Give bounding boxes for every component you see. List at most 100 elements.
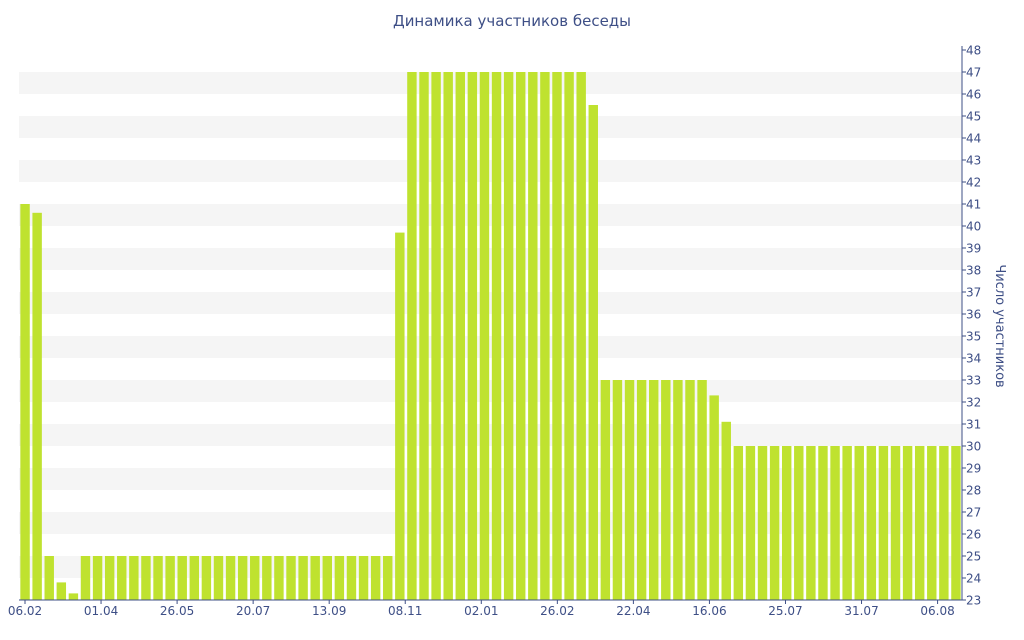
x-tick-label: 20.07 <box>236 604 270 618</box>
bar <box>213 556 224 600</box>
y-tick-label: 32 <box>966 396 981 410</box>
bar <box>237 556 248 600</box>
x-tick-label: 16.06 <box>692 604 726 618</box>
bar <box>44 556 54 600</box>
x-tick-label: 13.09 <box>312 604 346 618</box>
bar <box>927 446 937 600</box>
bar <box>769 446 780 600</box>
bar <box>733 446 744 600</box>
grid-bands <box>19 72 962 578</box>
y-tick-label: 34 <box>966 352 981 366</box>
bar <box>564 72 574 600</box>
bar <box>250 556 260 600</box>
bar <box>830 446 840 600</box>
x-tick-label: 08.11 <box>388 604 422 618</box>
x-tick-label: 31.07 <box>844 604 878 618</box>
grid-band <box>19 292 962 314</box>
bar <box>709 395 719 600</box>
bar <box>443 72 453 600</box>
bar <box>80 556 91 600</box>
y-tick-label: 48 <box>966 44 981 58</box>
bar <box>902 446 913 600</box>
bar <box>467 72 478 600</box>
bar <box>334 556 345 600</box>
bar <box>866 446 877 600</box>
bar <box>516 72 526 600</box>
bar <box>104 556 115 600</box>
y-tick-label: 44 <box>966 132 981 146</box>
bar <box>818 446 828 600</box>
bar <box>854 446 864 600</box>
bar <box>322 556 332 600</box>
bar <box>794 446 804 600</box>
bar <box>939 446 949 600</box>
y-tick-label: 38 <box>966 264 981 278</box>
y-tick-label: 43 <box>966 154 981 168</box>
bar <box>745 446 756 600</box>
y-tick-label: 36 <box>966 308 981 322</box>
bar <box>552 72 562 600</box>
x-tick-label: 25.07 <box>768 604 802 618</box>
bar <box>117 556 127 600</box>
bar <box>141 556 151 600</box>
bar <box>68 593 79 600</box>
bar <box>491 72 502 600</box>
bar <box>395 232 405 600</box>
bar <box>165 556 175 600</box>
bar <box>636 380 647 600</box>
y-tick-label: 47 <box>966 66 981 80</box>
y-tick-label: 46 <box>966 88 981 102</box>
bar <box>806 446 816 600</box>
x-tick-label: 26.05 <box>160 604 194 618</box>
y-tick-label: 23 <box>966 594 981 608</box>
bar <box>419 72 429 600</box>
y-tick-label: 42 <box>966 176 981 190</box>
x-tick-label: 26.02 <box>540 604 574 618</box>
x-tick-label: 02.01 <box>464 604 498 618</box>
bar <box>576 72 586 600</box>
bar <box>407 72 417 600</box>
y-tick-label: 39 <box>966 242 981 256</box>
grid-band <box>19 424 962 446</box>
bar <box>177 556 187 600</box>
bar <box>757 446 768 600</box>
y-tick-label: 24 <box>966 572 981 586</box>
bar-series <box>20 72 961 601</box>
bar <box>890 446 901 600</box>
y-tick-label: 45 <box>966 110 981 124</box>
y-tick-label: 26 <box>966 528 981 542</box>
bar <box>914 446 925 600</box>
bar <box>781 446 792 600</box>
bar <box>951 446 961 600</box>
y-tick-label: 27 <box>966 506 981 520</box>
bar <box>274 556 284 600</box>
bar <box>201 556 212 600</box>
bar <box>503 72 514 600</box>
y-tick-label: 30 <box>966 440 981 454</box>
x-tick-label: 22.04 <box>616 604 650 618</box>
x-tick-label: 06.02 <box>8 604 42 618</box>
grid-band <box>19 204 962 226</box>
bar <box>479 72 490 600</box>
bar <box>624 380 635 600</box>
bar <box>383 556 393 600</box>
y-tick-label: 28 <box>966 484 981 498</box>
y-tick-label: 25 <box>966 550 981 564</box>
bar <box>92 556 103 600</box>
bar <box>600 380 611 600</box>
bar <box>20 204 30 600</box>
bar <box>455 72 465 600</box>
chart-title: Динамика участников беседы <box>392 12 632 30</box>
grid-band <box>19 160 962 182</box>
bar <box>878 446 889 600</box>
bar <box>32 212 42 601</box>
y-tick-label: 41 <box>966 198 981 212</box>
grid-band <box>19 116 962 138</box>
y-tick-label: 37 <box>966 286 981 300</box>
x-tick-label: 06.08 <box>920 604 954 618</box>
grid-band <box>19 248 962 270</box>
x-axis: 06.02 01.04 26.05 20.07 13.09 08.11 02.01 26.02… <box>8 599 962 618</box>
bar <box>286 556 296 600</box>
